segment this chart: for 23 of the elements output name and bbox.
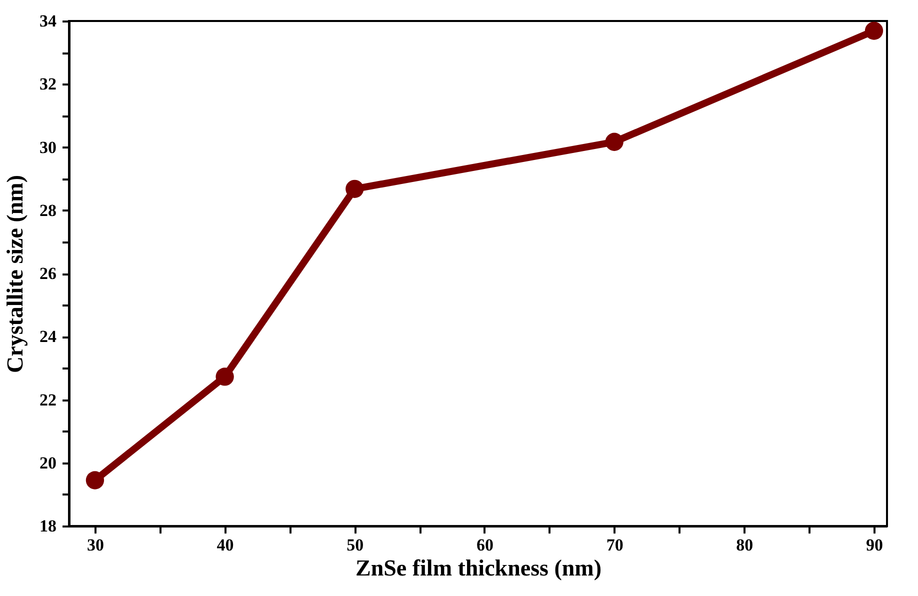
- y-tick-label: 26: [40, 264, 56, 283]
- point: [86, 471, 104, 490]
- point: [864, 22, 884, 40]
- y-tick-label: 34: [40, 12, 57, 30]
- x-tick-label: 50: [346, 536, 364, 554]
- y-tick-label: 30: [40, 138, 56, 157]
- y-tick-label: 22: [40, 390, 56, 410]
- y-tick-label: 20: [40, 453, 56, 472]
- y-tick-label: 24: [40, 327, 57, 346]
- y-axis-title: Crystallite size (nm): [2, 175, 28, 373]
- y-tick-label: 18: [40, 516, 56, 536]
- y-tick-label: 28: [40, 200, 56, 220]
- x-tick-label: 80: [736, 536, 754, 554]
- point: [605, 132, 624, 151]
- x-tick-label: 70: [606, 536, 624, 554]
- x-tick-label: 40: [216, 536, 234, 554]
- x-tick-label: 30: [86, 536, 104, 554]
- x-tick-label: 60: [476, 536, 494, 554]
- x-tick-label: 90: [866, 536, 884, 554]
- point: [346, 180, 364, 198]
- y-tick-label: 32: [40, 74, 56, 94]
- point: [216, 368, 234, 386]
- x-axis-title: ZnSe film thickness (nm): [356, 556, 602, 580]
